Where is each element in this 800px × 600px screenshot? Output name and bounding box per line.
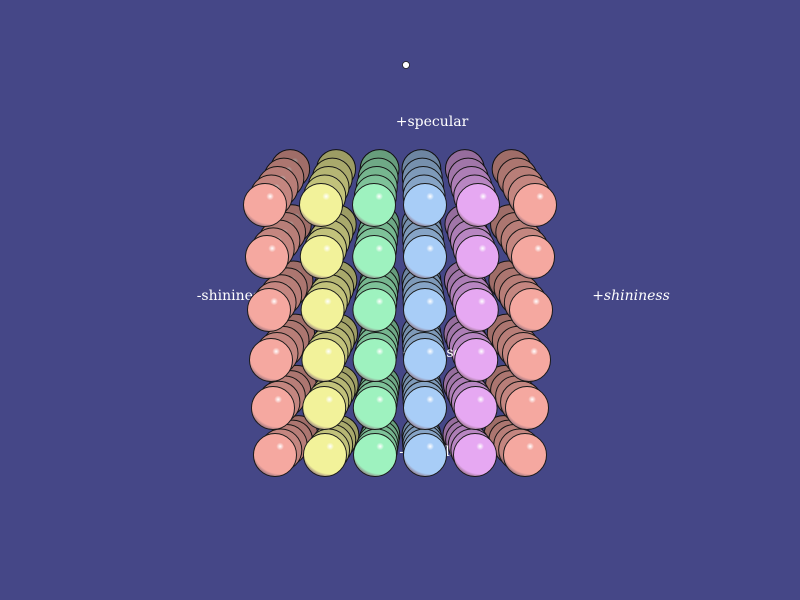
sphere — [300, 288, 345, 332]
sphere — [403, 235, 447, 279]
sphere — [456, 183, 500, 227]
sphere — [403, 338, 447, 382]
sphere — [247, 288, 291, 332]
front-layer — [243, 183, 557, 477]
sphere — [352, 288, 397, 332]
sphere — [455, 235, 500, 279]
sphere — [509, 288, 553, 332]
label-right: +shininess — [592, 288, 670, 304]
sphere — [352, 235, 397, 279]
sphere — [453, 433, 497, 477]
label-top: +specular — [396, 114, 469, 130]
sphere — [243, 183, 287, 227]
sphere — [302, 386, 347, 430]
sphere — [301, 338, 346, 382]
light-source — [402, 61, 410, 69]
sphere — [352, 183, 396, 227]
sphere — [299, 183, 343, 227]
sphere — [454, 338, 499, 382]
sphere — [513, 183, 557, 227]
sphere — [403, 386, 447, 430]
sphere — [505, 386, 549, 430]
sphere — [245, 235, 289, 279]
sphere — [249, 338, 293, 382]
sphere — [403, 183, 447, 227]
sphere — [507, 338, 551, 382]
sphere — [403, 433, 447, 477]
sphere — [503, 433, 547, 477]
sphere — [454, 288, 499, 332]
sphere — [253, 433, 297, 477]
sphere — [303, 433, 347, 477]
sphere — [352, 386, 397, 430]
sphere — [511, 235, 555, 279]
sphere — [251, 386, 295, 430]
sphere — [353, 433, 397, 477]
sphere — [453, 386, 498, 430]
sphere — [403, 288, 447, 332]
sphere — [352, 338, 397, 382]
sphere — [299, 235, 344, 279]
